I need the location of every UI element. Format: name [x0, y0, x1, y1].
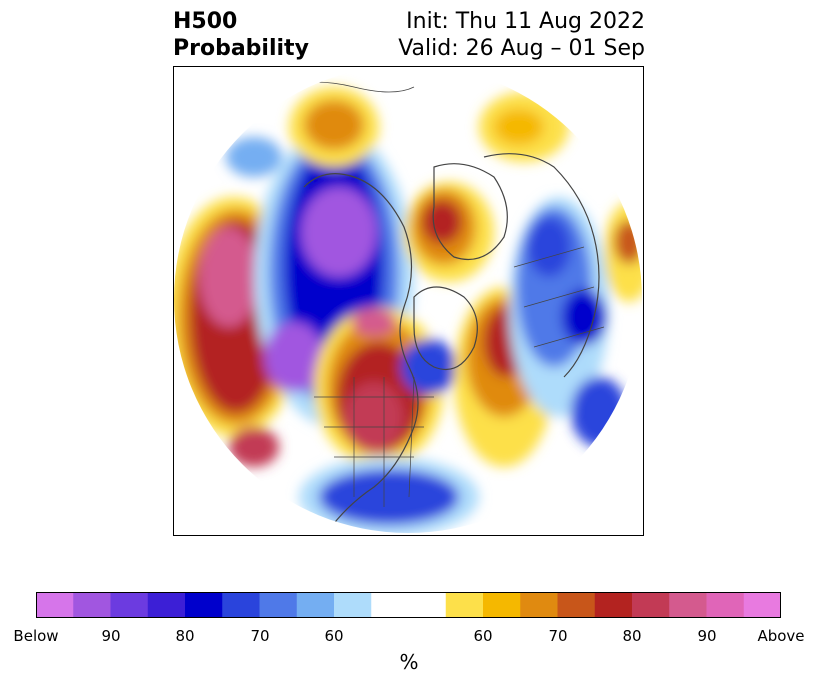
colorbar-tick-label: 90	[101, 627, 121, 645]
colorbar-border	[36, 592, 781, 618]
anomaly-asia-blue	[571, 377, 627, 447]
title-line-2: Probability	[173, 36, 309, 61]
colorbar	[36, 592, 781, 618]
anomaly-na-crimson	[344, 382, 404, 452]
colorbar-swatch	[185, 592, 223, 618]
colorbar-swatches	[36, 592, 781, 618]
colorbar-swatch	[73, 592, 111, 618]
colorbar-swatch	[557, 592, 596, 618]
colorbar-tick-label: Below	[13, 627, 59, 645]
colorbar-tick-label: 60	[473, 627, 493, 645]
colorbar-swatch	[110, 592, 149, 618]
colorbar-tick-label: 80	[175, 627, 195, 645]
anomaly-south-pacific-red	[229, 427, 279, 467]
map-panel	[173, 66, 644, 536]
colorbar-swatch	[147, 592, 186, 618]
colorbar-swatch	[669, 592, 707, 618]
anomaly-west-pacific-magenta	[199, 227, 259, 327]
chart-title: H500 Probability	[173, 8, 309, 62]
anomaly-canada-magenta	[352, 308, 396, 336]
anomaly-north-orange	[304, 100, 364, 150]
anomaly-north-pacific-purple	[264, 322, 324, 392]
colorbar-tick-label: 70	[548, 627, 568, 645]
colorbar-swatch	[408, 592, 447, 618]
colorbar-swatch	[222, 592, 260, 618]
coastlines	[273, 81, 605, 533]
colorbar-swatch	[334, 592, 372, 618]
colorbar-swatch	[296, 592, 335, 618]
anomaly-greenland-red	[422, 200, 462, 244]
colorbar-tick-label: Above	[757, 627, 805, 645]
probability-map	[174, 67, 642, 533]
colorbar-tick-label: 60	[324, 627, 344, 645]
anomaly-east-asia-orange	[614, 220, 642, 264]
anomaly-top-left-blue	[226, 137, 282, 177]
title-line-1: H500	[173, 9, 238, 34]
anomaly-russia-dark	[562, 289, 606, 345]
anomaly-scandinavia-blue	[527, 217, 571, 277]
colorbar-swatch	[706, 592, 745, 618]
valid-date: Valid: 26 Aug – 01 Sep	[398, 36, 645, 61]
init-date: Init: Thu 11 Aug 2022	[406, 9, 645, 34]
colorbar-swatch	[259, 592, 298, 618]
colorbar-swatch	[483, 592, 521, 618]
colorbar-swatch	[371, 592, 409, 618]
colorbar-swatch	[36, 592, 74, 618]
colorbar-tick-label: 80	[622, 627, 642, 645]
colorbar-tick-label: 70	[250, 627, 270, 645]
colorbar-swatch	[594, 592, 633, 618]
colorbar-swatch	[632, 592, 670, 618]
date-info: Init: Thu 11 Aug 2022 Valid: 26 Aug – 01…	[398, 8, 645, 62]
colorbar-swatch	[445, 592, 484, 618]
colorbar-unit-label: %	[399, 650, 419, 674]
colorbar-tick-label: 90	[697, 627, 717, 645]
anomaly-alaska-purple	[301, 187, 377, 277]
colorbar-swatch	[520, 592, 558, 618]
anomaly-arctic-gold	[494, 109, 544, 145]
colorbar-swatch	[743, 592, 781, 618]
